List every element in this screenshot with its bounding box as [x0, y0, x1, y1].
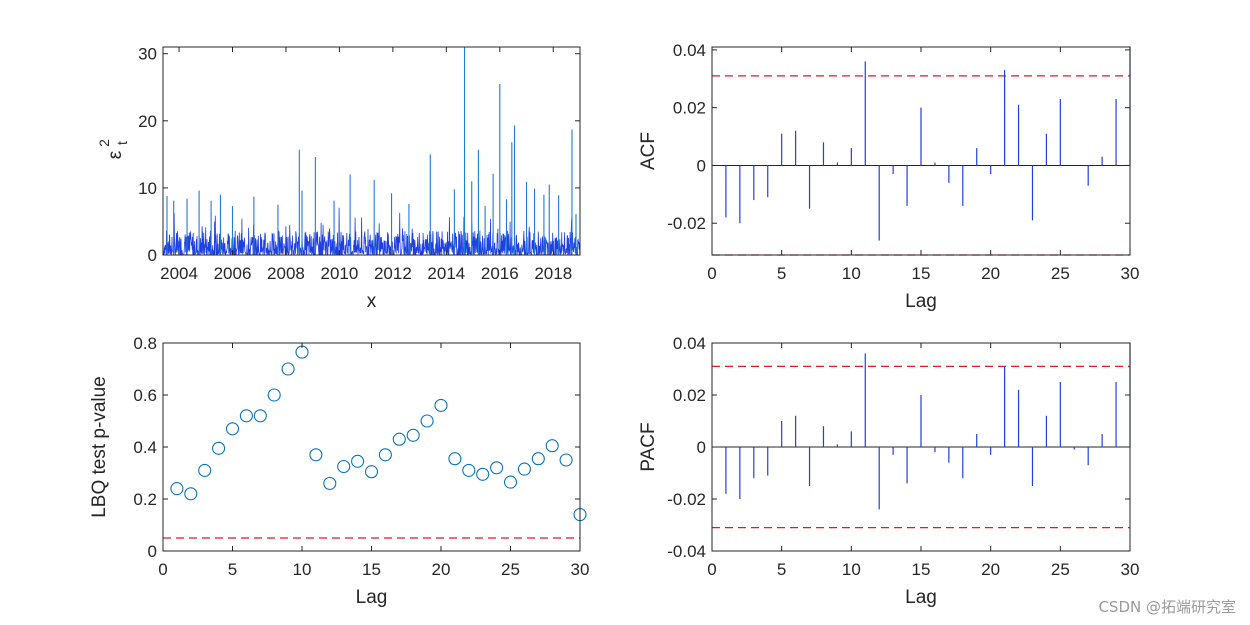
eps2-ytick-label: 0 — [148, 246, 157, 265]
eps2-ytick-label: 30 — [138, 45, 157, 64]
lbq-point — [364, 465, 379, 479]
lbq-point — [378, 448, 392, 462]
lbq-point — [184, 487, 198, 501]
lbq-point — [309, 448, 323, 462]
lbq-xtick-label: 30 — [571, 560, 590, 579]
pacf-axes-box — [711, 342, 1131, 552]
acf-ytick-label: -0.02 — [667, 214, 706, 233]
lbq-xlabel: Lag — [356, 587, 388, 608]
eps2-ytick-label: 20 — [138, 112, 157, 131]
acf-xtick-label: 0 — [707, 264, 716, 283]
acf-ylabel: ACF — [638, 132, 659, 170]
lbq-ylabel: LBQ test p-value — [89, 376, 110, 518]
acf-xtick-label: 25 — [1051, 264, 1070, 283]
lbq-point — [448, 452, 462, 466]
lbq-point — [434, 398, 448, 412]
eps2-axes-box — [162, 46, 581, 256]
lbq-point — [239, 409, 253, 423]
lbq-point — [531, 452, 545, 466]
lbq-point — [490, 461, 504, 475]
acf-ytick-label: 0.04 — [673, 41, 706, 60]
lbq-point — [462, 463, 476, 477]
lbq-xtick-label: 15 — [362, 560, 381, 579]
acf-xtick-label: 10 — [842, 264, 861, 283]
pacf-ytick-label: -0.02 — [667, 490, 706, 509]
lbq-point — [392, 432, 406, 446]
lbq-ytick-label: 0.2 — [133, 490, 157, 509]
pacf-ytick-label: 0.02 — [673, 386, 706, 405]
eps2-xtick-label: 2016 — [481, 264, 519, 283]
eps2-ytick-label: 10 — [138, 179, 157, 198]
lbq-point — [323, 476, 337, 490]
lbq-point — [267, 388, 281, 402]
pacf-xtick-label: 25 — [1051, 560, 1070, 579]
lbq-point — [337, 459, 351, 474]
pacf-xlabel: Lag — [905, 587, 937, 608]
eps2-line — [163, 207, 580, 255]
watermark: CSDN @拓端研究室 — [1098, 598, 1236, 616]
lbq-point — [476, 467, 490, 481]
lbq-point — [420, 414, 434, 428]
eps2-xtick-label: 2004 — [160, 264, 198, 283]
lbq-point — [559, 453, 573, 467]
lbq-ytick-label: 0 — [148, 542, 157, 561]
pacf-panel: 0 5 10 15 20 25 30 -0.04 -0.02 0 0.02 0.04 Lag PACF — [638, 334, 1139, 608]
eps2-series — [163, 47, 580, 255]
pacf-ytick-label: 0.04 — [673, 334, 706, 353]
lbq-point — [545, 439, 559, 453]
lbq-panel: 0 5 10 15 20 25 30 0 0.2 0.4 0.6 0.8 Lag LBQ test p-v… — [89, 334, 589, 608]
eps2-ylabel-sub: t — [114, 141, 130, 145]
pacf-xtick-label: 20 — [981, 560, 1000, 579]
eps2-ylabel-main: ε — [105, 150, 126, 159]
eps2-xtick-label: 2012 — [374, 264, 412, 283]
eps2-ylabel-sup: 2 — [96, 139, 112, 147]
lbq-xtick-label: 5 — [228, 560, 237, 579]
acf-ytick-label: 0 — [697, 156, 706, 175]
eps2-xtick-label: 2014 — [427, 264, 465, 283]
eps2-xtick-label: 2008 — [267, 264, 305, 283]
eps2-xtick-label: 2006 — [214, 264, 252, 283]
acf-xtick-label: 20 — [981, 264, 1000, 283]
eps2-xlabel: x — [367, 291, 377, 312]
lbq-point — [170, 482, 184, 496]
acf-xtick-label: 30 — [1121, 264, 1140, 283]
lbq-point — [253, 409, 267, 423]
pacf-xtick-label: 15 — [912, 560, 931, 579]
lbq-point — [198, 463, 212, 477]
pacf-xtick-label: 5 — [777, 560, 786, 579]
lbq-xtick-label: 25 — [501, 560, 520, 579]
pacf-xtick-label: 0 — [707, 560, 716, 579]
lbq-point — [281, 362, 295, 376]
pacf-ylabel: PACF — [638, 422, 659, 471]
acf-ytick-label: 0.02 — [673, 99, 706, 118]
eps2-xtick-label: 2018 — [534, 264, 572, 283]
lbq-point — [212, 441, 226, 455]
lbq-ytick-label: 0.4 — [133, 438, 157, 457]
lbq-point — [225, 422, 240, 436]
lbq-point — [517, 462, 531, 476]
lbq-point — [503, 475, 518, 489]
lbq-xtick-label: 20 — [432, 560, 451, 579]
eps2-xtick-label: 2010 — [321, 264, 359, 283]
lbq-axes-box — [162, 342, 581, 552]
acf-xtick-label: 15 — [912, 264, 931, 283]
lbq-ytick-label: 0.8 — [133, 334, 157, 353]
pacf-xtick-label: 10 — [842, 560, 861, 579]
lbq-point — [406, 428, 420, 442]
acf-panel: 0 5 10 15 20 25 30 -0.02 0 0.02 0.04 Lag ACF — [638, 41, 1139, 312]
lbq-point — [351, 454, 365, 468]
squared-residuals-panel: 2004 2006 2008 2010 2012 2014 2016 2018 0 10 20 30 x… — [96, 45, 581, 312]
lbq-xtick-label: 0 — [158, 560, 167, 579]
acf-axes-box — [711, 46, 1131, 256]
pacf-xtick-label: 30 — [1121, 560, 1140, 579]
lbq-ytick-label: 0.6 — [133, 386, 157, 405]
pacf-ytick-label: -0.04 — [667, 542, 706, 561]
acf-xtick-label: 5 — [777, 264, 786, 283]
eps2-ylabel: ε 2 t — [96, 139, 130, 159]
acf-xlabel: Lag — [905, 291, 937, 312]
pacf-ytick-label: 0 — [697, 438, 706, 457]
lbq-xtick-label: 10 — [293, 560, 312, 579]
